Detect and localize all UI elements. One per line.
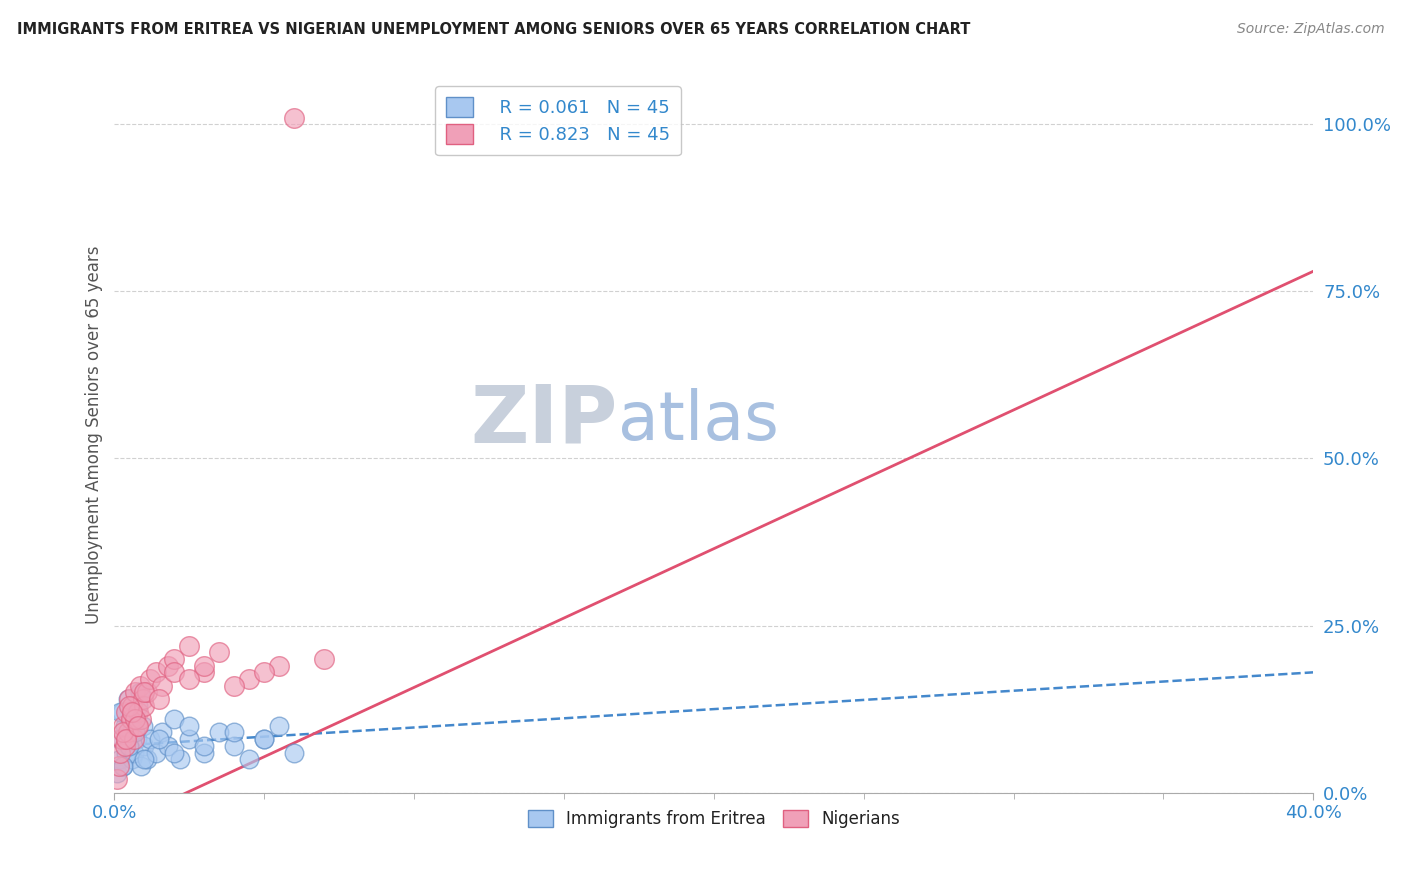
Point — [111, 706, 134, 720]
Point — [112, 759, 135, 773]
Point — [145, 665, 167, 680]
Point — [253, 665, 276, 680]
Point — [136, 685, 159, 699]
Point — [125, 732, 148, 747]
Point — [121, 706, 143, 720]
Point — [118, 692, 141, 706]
Point — [238, 752, 260, 766]
Point — [283, 111, 305, 125]
Point — [121, 752, 143, 766]
Point — [127, 698, 149, 713]
Y-axis label: Unemployment Among Seniors over 65 years: Unemployment Among Seniors over 65 years — [86, 246, 103, 624]
Point — [117, 725, 139, 739]
Point — [163, 746, 186, 760]
Point — [224, 679, 246, 693]
Point — [124, 712, 146, 726]
Point — [122, 732, 145, 747]
Legend: Immigrants from Eritrea, Nigerians: Immigrants from Eritrea, Nigerians — [522, 803, 907, 834]
Point — [224, 725, 246, 739]
Point — [131, 712, 153, 726]
Point — [238, 672, 260, 686]
Point — [145, 746, 167, 760]
Text: IMMIGRANTS FROM ERITREA VS NIGERIAN UNEMPLOYMENT AMONG SENIORS OVER 65 YEARS COR: IMMIGRANTS FROM ERITREA VS NIGERIAN UNEM… — [17, 22, 970, 37]
Point — [134, 698, 156, 713]
Text: ZIP: ZIP — [471, 382, 617, 459]
Point — [132, 719, 155, 733]
Point — [148, 732, 170, 747]
Point — [179, 639, 201, 653]
Point — [163, 652, 186, 666]
Point — [118, 739, 141, 753]
Point — [128, 685, 150, 699]
Point — [120, 712, 142, 726]
Point — [283, 746, 305, 760]
Point — [122, 746, 145, 760]
Point — [253, 732, 276, 747]
Point — [114, 719, 136, 733]
Point — [131, 759, 153, 773]
Point — [163, 712, 186, 726]
Point — [118, 698, 141, 713]
Point — [269, 658, 291, 673]
Point — [128, 679, 150, 693]
Point — [112, 759, 135, 773]
Point — [134, 739, 156, 753]
Point — [136, 752, 159, 766]
Point — [108, 732, 131, 747]
Point — [179, 719, 201, 733]
Point — [139, 672, 162, 686]
Point — [124, 685, 146, 699]
Point — [112, 725, 135, 739]
Point — [208, 725, 231, 739]
Point — [314, 652, 336, 666]
Point — [115, 706, 138, 720]
Point — [150, 725, 173, 739]
Point — [115, 746, 138, 760]
Point — [110, 706, 132, 720]
Point — [169, 752, 191, 766]
Point — [107, 772, 129, 787]
Point — [148, 692, 170, 706]
Point — [118, 739, 141, 753]
Text: Source: ZipAtlas.com: Source: ZipAtlas.com — [1237, 22, 1385, 37]
Point — [110, 746, 132, 760]
Point — [193, 665, 215, 680]
Point — [120, 725, 142, 739]
Point — [107, 765, 129, 780]
Point — [157, 658, 180, 673]
Point — [115, 732, 138, 747]
Point — [134, 685, 156, 699]
Point — [114, 739, 136, 753]
Point — [125, 719, 148, 733]
Point — [193, 746, 215, 760]
Point — [179, 672, 201, 686]
Point — [124, 725, 146, 739]
Point — [208, 645, 231, 659]
Point — [127, 719, 149, 733]
Point — [111, 732, 134, 747]
Point — [193, 658, 215, 673]
Point — [124, 712, 146, 726]
Text: atlas: atlas — [617, 388, 779, 454]
Point — [127, 706, 149, 720]
Point — [108, 759, 131, 773]
Point — [117, 692, 139, 706]
Point — [163, 665, 186, 680]
Point — [269, 719, 291, 733]
Point — [157, 739, 180, 753]
Point — [112, 719, 135, 733]
Point — [121, 698, 143, 713]
Point — [134, 752, 156, 766]
Point — [150, 679, 173, 693]
Point — [224, 739, 246, 753]
Point — [253, 732, 276, 747]
Point — [110, 752, 132, 766]
Point — [139, 732, 162, 747]
Point — [193, 739, 215, 753]
Point — [179, 732, 201, 747]
Point — [132, 692, 155, 706]
